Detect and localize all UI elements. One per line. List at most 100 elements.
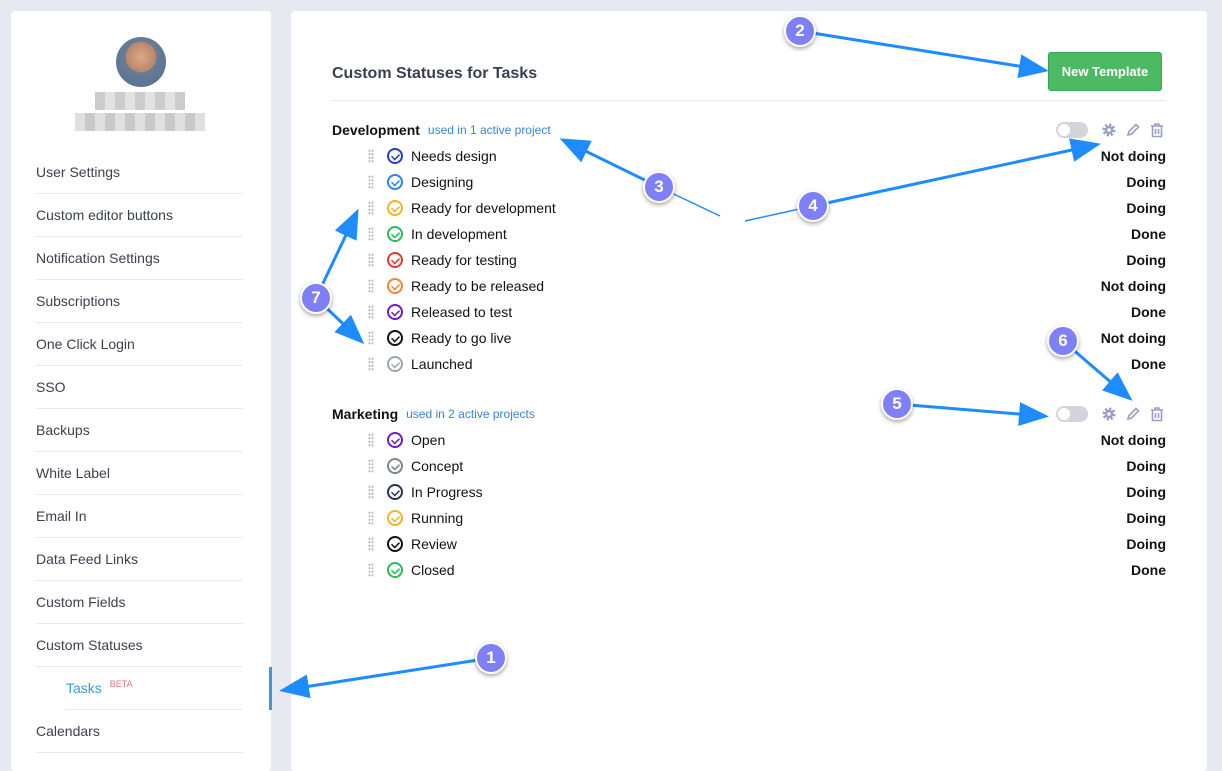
- annotation-badge-4: 4: [797, 190, 829, 222]
- beta-badge: BETA: [109, 679, 133, 689]
- drag-handle-icon[interactable]: [368, 485, 374, 499]
- drag-handle-icon[interactable]: [368, 201, 374, 215]
- status-row: In development Done: [332, 221, 1166, 247]
- status-name: Ready to be released: [411, 278, 545, 294]
- status-row: Closed Done: [332, 557, 1166, 583]
- status-row: Ready for development Doing: [332, 195, 1166, 221]
- status-row: Ready to be released Not doing: [332, 273, 1166, 299]
- sidebar-item-calendars[interactable]: Calendars: [36, 710, 243, 753]
- gear-icon[interactable]: [1100, 405, 1118, 423]
- sidebar-item-email-in[interactable]: Email In: [36, 495, 243, 538]
- trash-icon[interactable]: [1148, 121, 1166, 139]
- status-name: Open: [411, 432, 446, 448]
- sidebar-item-custom-editor-buttons[interactable]: Custom editor buttons: [36, 194, 243, 237]
- check-circle-icon: [387, 510, 403, 526]
- status-name: Ready for testing: [411, 252, 517, 268]
- status-group: Development used in 1 active project Nee…: [332, 117, 1166, 377]
- status-row: Concept Doing: [332, 453, 1166, 479]
- sidebar-item-subscriptions[interactable]: Subscriptions: [36, 280, 243, 323]
- status-row: In Progress Doing: [332, 479, 1166, 505]
- group-name: Marketing: [332, 406, 399, 422]
- page-title: Custom Statuses for Tasks: [332, 65, 538, 82]
- status-type: Not doing: [1100, 278, 1166, 294]
- status-type: Not doing: [1100, 330, 1166, 346]
- sidebar: User Settings Custom editor buttons Noti…: [11, 11, 271, 771]
- check-circle-icon: [387, 304, 403, 320]
- check-circle-icon: [387, 174, 403, 190]
- status-type: Done: [1131, 356, 1166, 372]
- status-type: Doing: [1126, 536, 1166, 552]
- status-name: Ready to go live: [411, 330, 512, 346]
- status-row: Open Not doing: [332, 427, 1166, 453]
- status-row: Ready for testing Doing: [332, 247, 1166, 273]
- status-type: Done: [1131, 226, 1166, 242]
- sidebar-item-data-feed-links[interactable]: Data Feed Links: [36, 538, 243, 581]
- status-type: Doing: [1126, 484, 1166, 500]
- sidebar-item-tasks[interactable]: Tasks BETA: [66, 667, 243, 710]
- drag-handle-icon[interactable]: [368, 537, 374, 551]
- group-name: Development: [332, 122, 420, 138]
- status-name: Ready for development: [411, 200, 556, 216]
- status-type: Done: [1131, 562, 1166, 578]
- pencil-icon[interactable]: [1124, 121, 1142, 139]
- check-circle-icon: [387, 536, 403, 552]
- drag-handle-icon[interactable]: [368, 459, 374, 473]
- status-type: Not doing: [1100, 432, 1166, 448]
- status-name: In Progress: [411, 484, 483, 500]
- annotation-badge-7: 7: [300, 282, 332, 314]
- drag-handle-icon[interactable]: [368, 227, 374, 241]
- sidebar-item-custom-fields[interactable]: Custom Fields: [36, 581, 243, 624]
- drag-handle-icon[interactable]: [368, 357, 374, 371]
- status-name: Needs design: [411, 148, 497, 164]
- sidebar-item-sso[interactable]: SSO: [36, 366, 243, 409]
- drag-handle-icon[interactable]: [368, 279, 374, 293]
- sidebar-item-one-click-login[interactable]: One Click Login: [36, 323, 243, 366]
- status-name: Designing: [411, 174, 474, 190]
- drag-handle-icon[interactable]: [368, 433, 374, 447]
- status-type: Doing: [1126, 174, 1166, 190]
- annotation-badge-1: 1: [475, 642, 507, 674]
- gear-icon[interactable]: [1100, 121, 1118, 139]
- group-enable-toggle[interactable]: [1056, 122, 1088, 138]
- status-type: Doing: [1126, 252, 1166, 268]
- new-template-button[interactable]: New Template: [1048, 52, 1162, 91]
- sidebar-item-custom-statuses[interactable]: Custom Statuses: [36, 624, 243, 667]
- blurred-username: [95, 92, 185, 110]
- check-circle-icon: [387, 484, 403, 500]
- drag-handle-icon[interactable]: [368, 305, 374, 319]
- status-row: Designing Doing: [332, 169, 1166, 195]
- pencil-icon[interactable]: [1124, 405, 1142, 423]
- annotation-badge-6: 6: [1047, 325, 1079, 357]
- group-tools: [1056, 405, 1166, 423]
- check-circle-icon: [387, 458, 403, 474]
- status-row: Review Doing: [332, 531, 1166, 557]
- group-header: Development used in 1 active project: [332, 117, 1166, 143]
- group-usage-link[interactable]: used in 2 active projects: [406, 407, 535, 421]
- status-row: Running Doing: [332, 505, 1166, 531]
- group-enable-toggle[interactable]: [1056, 406, 1088, 422]
- sidebar-item-white-label[interactable]: White Label: [36, 452, 243, 495]
- check-circle-icon: [387, 252, 403, 268]
- settings-nav: User Settings Custom editor buttons Noti…: [36, 151, 243, 753]
- status-row: Ready to go live Not doing: [332, 325, 1166, 351]
- status-row: Launched Done: [332, 351, 1166, 377]
- group-header: Marketing used in 2 active projects: [332, 401, 1166, 427]
- trash-icon[interactable]: [1148, 405, 1166, 423]
- active-indicator: [269, 667, 272, 710]
- sidebar-item-user-settings[interactable]: User Settings: [36, 151, 243, 194]
- drag-handle-icon[interactable]: [368, 253, 374, 267]
- status-name: Review: [411, 536, 457, 552]
- status-name: In development: [411, 226, 507, 242]
- sidebar-item-notification-settings[interactable]: Notification Settings: [36, 237, 243, 280]
- status-row: Needs design Not doing: [332, 143, 1166, 169]
- check-circle-icon: [387, 356, 403, 372]
- status-type: Done: [1131, 304, 1166, 320]
- check-circle-icon: [387, 432, 403, 448]
- drag-handle-icon[interactable]: [368, 563, 374, 577]
- group-usage-link[interactable]: used in 1 active project: [427, 123, 551, 137]
- drag-handle-icon[interactable]: [368, 149, 374, 163]
- drag-handle-icon[interactable]: [368, 175, 374, 189]
- drag-handle-icon[interactable]: [368, 331, 374, 345]
- drag-handle-icon[interactable]: [368, 511, 374, 525]
- sidebar-item-backups[interactable]: Backups: [36, 409, 243, 452]
